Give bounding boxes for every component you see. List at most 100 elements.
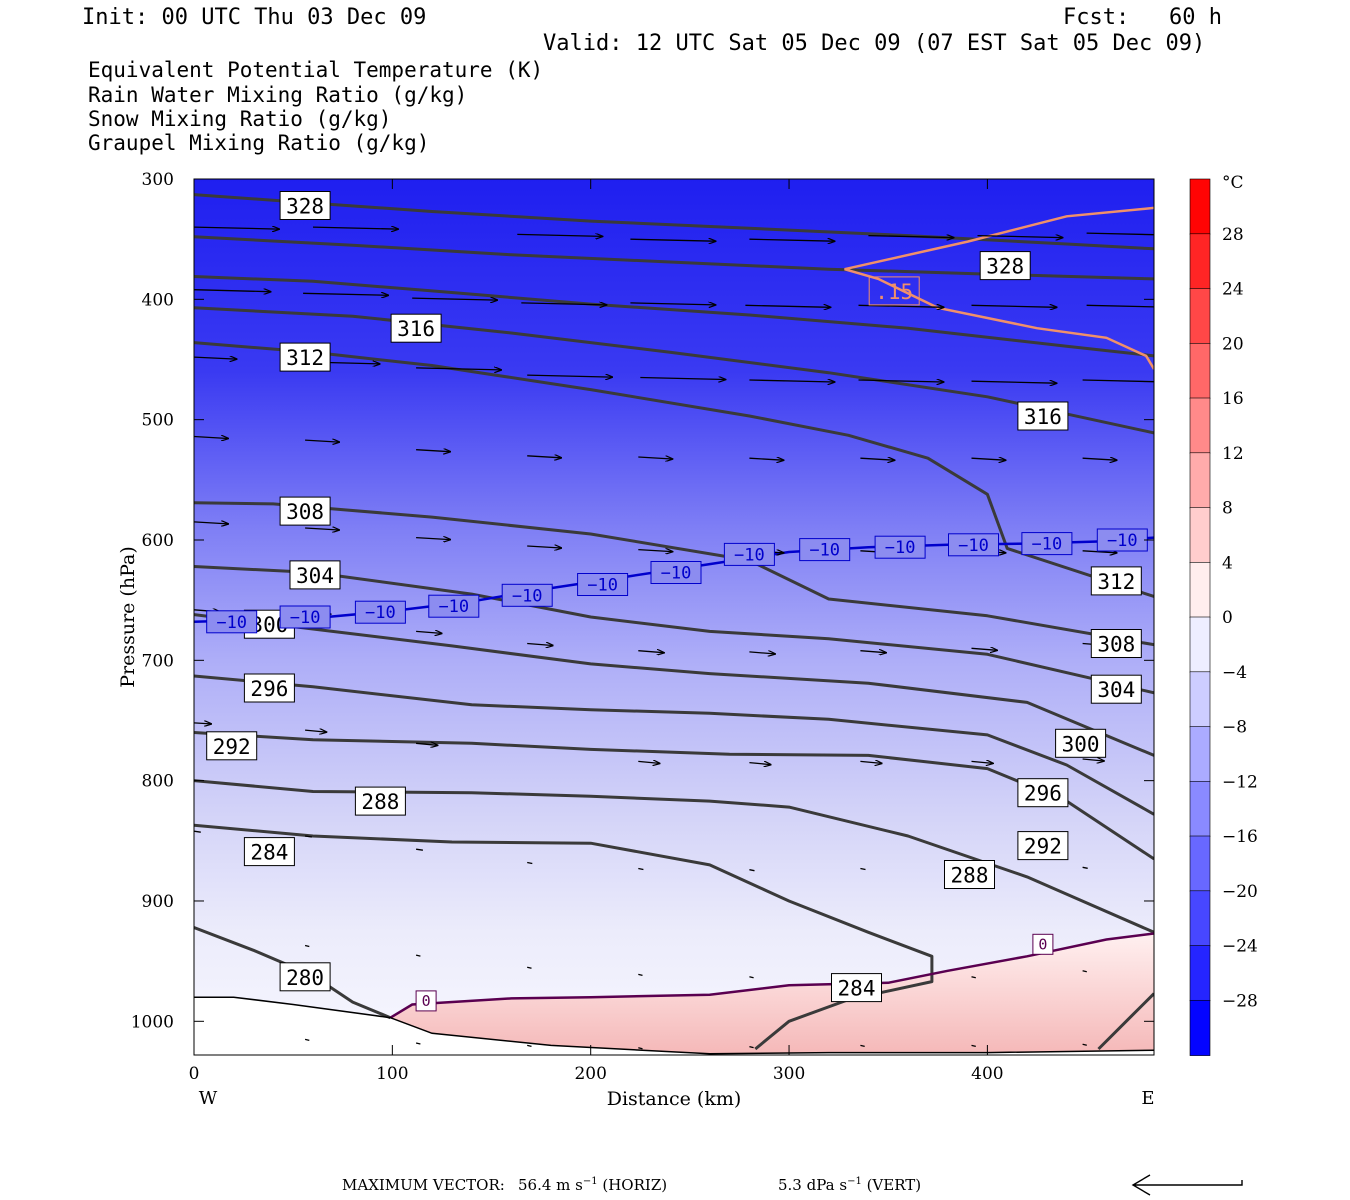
contour-label: 312 — [1097, 570, 1135, 594]
x-tick-label: 100 — [376, 1064, 408, 1084]
wind-vector — [749, 458, 783, 460]
contour-label-box — [944, 860, 995, 889]
wind-vector — [312, 227, 398, 229]
wind-vector — [858, 380, 944, 382]
wind-vector — [194, 437, 228, 439]
wind-vector — [630, 239, 715, 241]
contour-label: 300 — [1062, 732, 1100, 756]
contour-label-box — [1017, 401, 1069, 431]
theta-e-contour-324 — [194, 275, 1154, 358]
contour-label-box — [1090, 674, 1142, 704]
isotherm-label: −10 — [958, 536, 989, 556]
theta-e-contour-284 — [194, 823, 934, 1051]
isotherm-label: −10 — [1032, 535, 1063, 555]
colorbar-bin — [1189, 233, 1211, 290]
wind-vector — [749, 763, 770, 765]
reference-vector-arrow — [1131, 1174, 1243, 1196]
wind-vector — [416, 631, 442, 633]
contour-label: 284 — [838, 977, 876, 1001]
contour-label-box — [279, 962, 331, 992]
wind-vector — [868, 236, 953, 238]
colorbar-bin — [1189, 178, 1211, 235]
y-tick-label: 400 — [142, 290, 174, 310]
colorbar-bin — [1189, 726, 1211, 783]
west-label: W — [199, 1088, 218, 1109]
contour-label-box — [1055, 728, 1107, 758]
theta-e-contour-328 — [194, 193, 1154, 251]
wind-vector — [527, 644, 553, 646]
contour-label: 308 — [286, 500, 324, 524]
wind-vector — [304, 944, 310, 948]
y-tick-label: 300 — [142, 170, 174, 190]
x-axis-title: Distance (km) — [607, 1088, 742, 1110]
colorbar-label: 24 — [1222, 280, 1244, 300]
colorbar-bin — [1189, 999, 1211, 1056]
wind-vector — [1082, 379, 1154, 383]
colorbar-label: 0 — [1222, 608, 1233, 628]
isotherm-label-box — [206, 610, 258, 634]
wind-vector — [1082, 1043, 1087, 1046]
wind-vector — [527, 861, 533, 865]
wind-vector — [416, 538, 450, 540]
y-tick-label: 500 — [142, 411, 174, 431]
wind-vector — [305, 528, 339, 530]
contour-label: 0 — [422, 992, 431, 1010]
contour-label-box — [206, 731, 258, 761]
wind-vector — [638, 550, 672, 552]
contour-label: 288 — [361, 790, 399, 814]
wind-vector — [971, 458, 1006, 460]
contour-label: 292 — [1024, 835, 1062, 859]
wind-vector — [416, 743, 437, 745]
isotherm-label-box — [279, 605, 331, 629]
wind-vector — [1082, 970, 1087, 973]
contour-label: 280 — [286, 966, 324, 990]
theta-e-contour-296 — [194, 674, 1154, 816]
isotherm-label-box — [1021, 532, 1073, 556]
colorbar-bin — [1189, 945, 1211, 1002]
isotherm-label: −10 — [290, 608, 321, 628]
y-tick-label: 800 — [142, 772, 174, 792]
x-tick-label: 300 — [773, 1064, 805, 1084]
wind-vector — [415, 954, 421, 957]
contour-label-box — [1032, 933, 1054, 955]
colorbar-bin — [1189, 452, 1211, 509]
wind-vector — [303, 293, 388, 295]
contour-label: 316 — [1024, 405, 1062, 429]
wind-vector — [305, 835, 312, 838]
contour-label-box — [279, 191, 331, 220]
wind-vector — [194, 522, 228, 524]
wind-vector — [1086, 232, 1154, 236]
wind-vector — [638, 761, 659, 763]
contour-label-box — [279, 496, 331, 526]
colorbar-label: 16 — [1222, 389, 1244, 409]
theta-e-contour-316 — [194, 341, 1154, 598]
wind-vector — [1086, 304, 1154, 308]
contour-label: 288 — [951, 864, 989, 888]
wind-vector — [630, 303, 715, 305]
wind-vector — [745, 305, 830, 307]
wind-vector — [521, 303, 606, 305]
isotherm-label-box — [354, 600, 406, 624]
terrain-mask — [194, 997, 1154, 1055]
isotherm-label: −10 — [661, 564, 692, 584]
isotherm-label-box — [650, 561, 702, 584]
contour-label-box — [279, 342, 331, 372]
contour-label: 296 — [250, 677, 288, 701]
wind-vector — [860, 1044, 865, 1048]
cross-section-chart: 328 328 .15 316 312 316 308 304 312 300 308 296 304 2… — [117, 170, 1258, 1110]
wind-vector — [305, 440, 339, 442]
wind-vector — [527, 546, 561, 548]
wind-vector — [527, 456, 561, 458]
isotherm-label: −10 — [365, 603, 396, 623]
wind-vector — [971, 381, 1057, 383]
contour-label-box — [354, 786, 406, 816]
wind-vector — [977, 236, 1063, 238]
isotherm-label: −10 — [734, 545, 765, 565]
theta-e-contour-280 — [1097, 992, 1154, 1051]
valid-time: Valid: 12 UTC Sat 05 Dec 09 (07 EST Sat … — [543, 31, 1206, 56]
wind-vector — [416, 450, 450, 452]
colorbar-label: 28 — [1222, 225, 1244, 245]
wind-vector — [527, 966, 532, 969]
wind-vector — [860, 458, 894, 460]
contour-label-box — [289, 560, 341, 590]
